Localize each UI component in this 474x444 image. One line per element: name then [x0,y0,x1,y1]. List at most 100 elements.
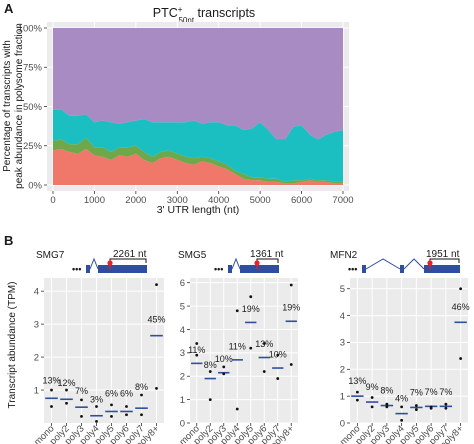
point-poly6-1 [429,405,433,409]
area-series-0 [53,148,343,185]
y-tick-label: 2 [340,365,345,376]
point-poly3-1 [222,365,226,369]
y-tick-label: 2 [180,372,185,383]
y-tick-label: 25% [23,141,43,152]
percent-label-poly3: 8% [380,385,393,395]
percent-label-poly8+: 45% [147,314,165,324]
panel-a-letter: A [4,1,14,16]
point-poly3-0 [222,372,226,376]
point-poly8+-0 [459,357,463,360]
point-poly8+-1 [459,287,463,291]
point-poly4-0 [95,419,98,423]
percent-label-poly2: 12% [57,378,75,388]
smg7-ptc-marker [107,260,113,266]
smg7-title: SMG7 [36,250,65,261]
mfn2-utr-length: 1951 nt [426,249,460,260]
point-poly7-1 [444,402,448,406]
percent-label-poly6: 13% [255,339,273,349]
smg7-utr-length: 2261 nt [113,249,147,260]
x-tick-label: 5000 [250,195,271,206]
point-mono-0 [195,353,199,357]
point-poly5-0 [110,415,113,418]
percent-label-mono: 13% [348,376,366,386]
title-main: PTC [153,6,178,20]
smg5-exon-2 [240,265,244,273]
percent-label-poly8+: 46% [452,302,470,312]
mfn2-title: MFN2 [330,250,358,261]
percent-label-poly3: 7% [75,386,88,396]
smg5-gene-model: ••• 1361 nt [214,249,284,274]
percent-label-poly6: 6% [120,389,133,399]
percent-label-poly7: 10% [269,350,287,360]
smg5-plot-bg [190,278,298,423]
smg5-utr-length: 1361 nt [250,249,284,260]
panel-b-ylabel: Transcript abundance (TPM) [7,282,18,409]
point-poly3-0 [80,415,83,418]
smg5-plot: 012345611%mono8%poly210%poly311%poly419%… [177,278,300,444]
point-poly2-1 [65,388,68,392]
mfn2-exon-1 [362,265,366,273]
panel-a-title: PTC+ 50nt transcripts [153,5,255,25]
area-series-3 [53,28,343,140]
y-tick-label: 5 [180,301,185,312]
point-poly5-1 [249,295,253,299]
point-poly8+-0 [155,386,158,390]
point-poly4-1 [400,405,404,409]
point-poly5-1 [414,404,418,407]
panel-a-ylabel-line2: peak abundance in polysome fraction [14,23,25,189]
percent-label-poly3: 10% [215,354,233,364]
point-poly7-0 [276,377,280,380]
panel-a-areas [53,28,343,185]
point-poly8+-1 [155,283,158,286]
point-poly3-1 [80,398,83,402]
y-tick-label: 75% [23,63,43,74]
panel-b-letter: B [4,233,13,248]
percent-label-poly2: 9% [366,382,379,392]
point-mono-1 [50,388,53,392]
percent-label-poly5: 7% [410,388,423,398]
point-poly3-0 [385,405,389,409]
x-tick-label: 0 [50,195,55,206]
point-poly4-1 [95,405,98,408]
x-tick-label: 7000 [332,195,353,206]
mfn2-panel: MFN2 ••• 1951 nt 01234513%mono9%poly28%p… [330,249,470,444]
point-poly2-1 [370,396,374,399]
smg5-panel: SMG5 ••• 1361 nt 012345611%mono8%poly210… [177,249,300,444]
mfn2-gene-model: ••• 1951 nt [348,249,460,274]
panel-a-xlabel: 3' UTR length (nt) [157,204,240,216]
y-tick-label: 1 [180,395,185,406]
percent-label-poly8+: 19% [282,303,300,313]
panel-a-y-axis: 0% 25% 50% 75% 100% [18,23,47,191]
x-tick-label: 2000 [125,195,146,206]
point-mono-1 [195,342,199,345]
y-tick-label: 5 [340,284,345,295]
smg7-exon-2 [98,265,102,273]
smg5-exon-1 [228,265,232,273]
point-poly6-0 [262,370,266,373]
smg5-last-exon [244,265,279,273]
panel-a-x-axis: 0 1000 2000 3000 4000 5000 6000 7000 [50,191,354,206]
smg7-exon-1 [86,265,90,273]
point-poly5-0 [249,346,253,350]
area-series-2 [53,109,343,182]
smg7-gene-model: ••• 2261 nt [72,249,147,274]
mfn2-intron-2 [403,258,425,270]
y-tick-label: 100% [18,23,43,34]
point-poly6-0 [125,413,128,417]
panel-b: B Transcript abundance (TPM) SMG7 ••• 22… [4,233,470,444]
mfn2-last-exon [424,265,460,273]
point-poly3-1 [385,402,389,406]
y-tick-label: 1 [340,391,345,402]
point-poly2-0 [208,398,212,402]
smg5-ellipsis: ••• [214,264,223,274]
point-poly8+-0 [289,363,293,366]
title-sub: 50nt [178,16,194,25]
point-poly4-0 [400,418,404,422]
y-tick-label: 4 [180,325,185,336]
mfn2-ellipsis: ••• [348,264,357,274]
y-tick-label: 50% [23,102,43,113]
smg7-plot-bg [44,278,164,423]
x-tick-label: 4000 [208,195,229,206]
mfn2-plot-bg [350,278,468,423]
